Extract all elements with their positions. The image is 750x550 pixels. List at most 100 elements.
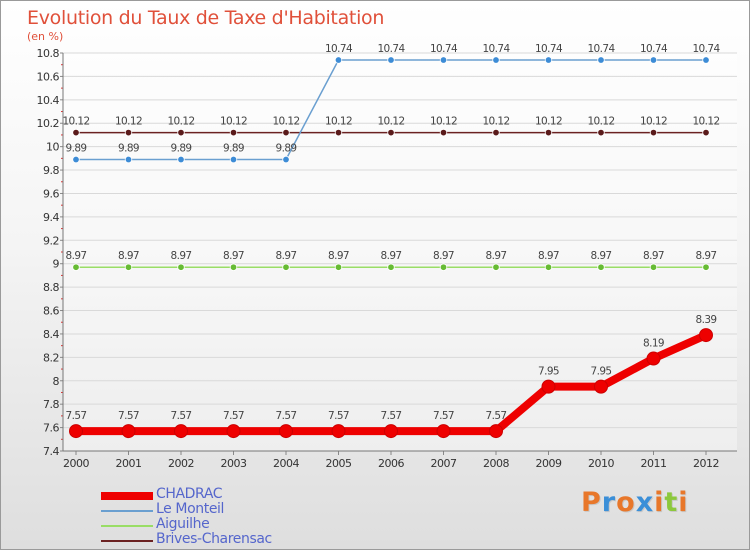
data-point-aiguilhe [177,263,185,271]
y-tick-label: 8 [53,375,60,388]
logo-letter: x [635,487,655,518]
logo-letter: t [664,487,679,518]
data-label-brives-charensac: 10.12 [430,116,457,128]
data-label-aiguilhe: 8.97 [118,250,139,262]
legend-item-aiguilhe: Aiguilhe [101,516,361,533]
chart-title: Evolution du Taux de Taxe d'Habitation [27,7,385,29]
data-label-chadrac: 7.57 [171,410,192,422]
data-label-aiguilhe: 8.97 [66,250,87,262]
logo-letter: r [601,487,617,518]
data-label-brives-charensac: 10.12 [220,116,247,128]
data-point-chadrac [699,328,713,343]
data-label-le-monteil: 9.89 [66,143,87,155]
x-tick-label: 2006 [378,457,404,470]
data-point-chadrac [646,351,661,366]
data-point-aiguilhe [597,263,605,271]
data-point-brives-charensac [334,128,343,137]
data-label-aiguilhe: 8.97 [328,250,349,262]
y-tick-label: 10.2 [37,117,60,130]
x-tick-label: 2011 [641,457,667,470]
data-point-le-monteil [334,56,343,64]
data-point-chadrac [489,424,503,439]
data-point-brives-charensac [597,128,605,137]
plot-area [63,53,737,451]
x-tick-label: 2003 [221,457,247,470]
data-point-le-monteil [229,155,238,164]
legend-swatch-chadrac [101,491,153,500]
data-label-aiguilhe: 8.97 [381,250,402,262]
legend-label-le-monteil: Le Monteil [156,501,225,517]
legend-item-brives-charensac: Brives-Charensac [101,531,361,548]
data-point-le-monteil [702,56,710,64]
data-point-le-monteil [72,155,80,164]
x-tick-label: 2001 [116,457,142,470]
data-label-brives-charensac: 10.12 [692,116,719,128]
data-label-aiguilhe: 8.97 [223,250,244,262]
legend-swatch-aiguilhe [101,524,153,527]
data-label-brives-charensac: 10.12 [587,116,614,128]
data-point-aiguilhe [72,263,80,271]
data-point-brives-charensac [124,128,133,137]
legend-swatch-le-monteil [101,509,153,512]
y-tick-label: 8.6 [43,305,59,318]
data-point-chadrac [121,424,136,439]
data-point-le-monteil [387,56,395,64]
data-point-le-monteil [177,155,185,164]
data-point-chadrac [69,424,83,439]
legend-label-brives-charensac: Brives-Charensac [156,531,272,547]
data-point-brives-charensac [229,128,238,137]
x-tick-label: 2000 [63,457,89,470]
x-tick-label: 2008 [483,457,509,470]
data-label-brives-charensac: 10.12 [62,116,89,128]
y-tick-label: 7.4 [43,445,59,458]
logo-letter: P [581,487,602,518]
data-label-chadrac: 7.95 [591,366,612,378]
data-label-brives-charensac: 10.12 [377,116,404,128]
y-tick-label: 10.6 [37,70,60,83]
data-point-aiguilhe [124,263,133,271]
y-tick-label: 8.2 [43,351,59,364]
data-label-le-monteil: 10.74 [430,43,458,55]
data-label-le-monteil: 10.74 [535,43,563,55]
data-label-aiguilhe: 8.97 [538,250,559,262]
y-tick-label: 7.6 [43,422,59,435]
data-point-le-monteil [544,56,553,64]
data-label-chadrac: 8.39 [696,314,717,326]
data-label-le-monteil: 9.89 [276,143,297,155]
data-point-aiguilhe [439,263,448,271]
data-label-aiguilhe: 8.97 [433,250,454,262]
proxiti-logo: Proxiti [581,487,689,518]
x-tick-label: 2005 [326,457,352,470]
data-point-aiguilhe [282,263,290,271]
x-tick-label: 2012 [693,457,719,470]
logo-letter: o [616,487,636,518]
legend-item-chadrac: CHADRAC [101,486,361,503]
y-tick-label: 9.8 [43,164,59,177]
x-tick-label: 2010 [588,457,614,470]
data-label-brives-charensac: 10.12 [272,116,299,128]
data-point-le-monteil [492,56,500,64]
data-label-le-monteil: 9.89 [223,143,244,155]
data-point-brives-charensac [387,128,395,137]
logo-letter: i [654,487,665,518]
data-point-aiguilhe [702,263,710,271]
y-tick-label: 9.2 [43,234,59,247]
x-tick-label: 2009 [536,457,562,470]
data-point-le-monteil [124,155,133,164]
data-label-chadrac: 7.57 [118,410,139,422]
x-tick-label: 2004 [273,457,299,470]
data-point-aiguilhe [649,263,658,271]
data-label-chadrac: 7.57 [276,410,297,422]
data-label-aiguilhe: 8.97 [486,250,507,262]
data-point-chadrac [384,424,398,439]
data-label-aiguilhe: 8.97 [276,250,297,262]
data-label-aiguilhe: 8.97 [696,250,717,262]
data-label-le-monteil: 9.89 [171,143,192,155]
data-point-brives-charensac [72,128,80,137]
data-point-le-monteil [282,155,290,164]
legend-label-chadrac: CHADRAC [156,486,223,502]
data-label-brives-charensac: 10.12 [535,116,562,128]
data-point-aiguilhe [229,263,238,271]
